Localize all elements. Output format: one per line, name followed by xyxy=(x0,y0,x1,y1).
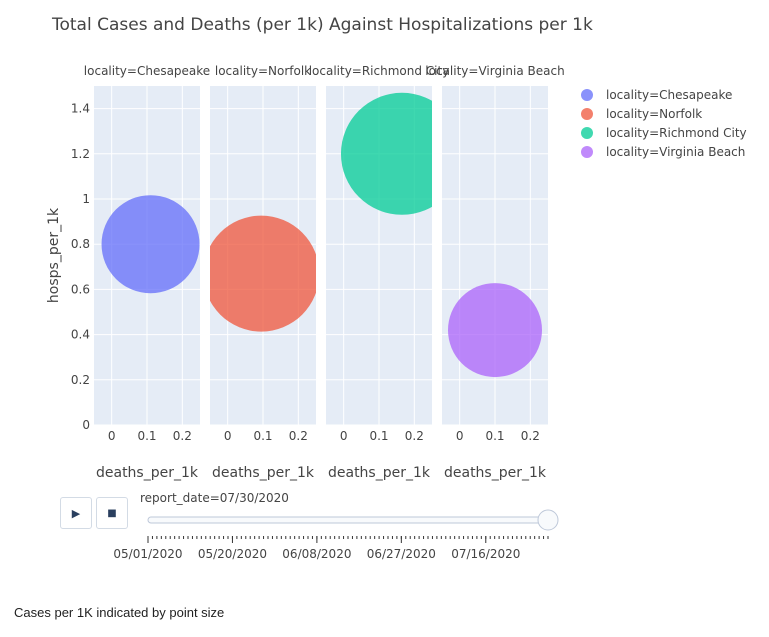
legend-item[interactable]: locality=Virginia Beach xyxy=(581,145,745,159)
legend: locality=Chesapeake locality=Norfolk local… xyxy=(581,88,747,159)
x-tick-label: 0.2 xyxy=(289,429,308,443)
y-tick-label: 0.2 xyxy=(71,373,90,387)
x-axis-title: deaths_per_1k xyxy=(444,465,547,481)
legend-label: locality=Chesapeake xyxy=(606,88,732,102)
facet-title: locality=Richmond City xyxy=(309,64,450,78)
x-tick-label: 0.1 xyxy=(369,429,388,443)
legend-marker xyxy=(581,127,593,139)
y-tick-label: 1.2 xyxy=(71,147,90,161)
y-tick-label: 0.4 xyxy=(71,328,90,342)
y-tick-label: 1.4 xyxy=(71,102,90,116)
chart-title: Total Cases and Deaths (per 1k) Against … xyxy=(51,15,593,35)
bubble-point[interactable] xyxy=(203,215,319,332)
y-tick-label: 0.6 xyxy=(71,282,90,296)
legend-item[interactable]: locality=Richmond City xyxy=(581,126,747,140)
slider-date-label: 06/27/2020 xyxy=(367,547,436,561)
x-axis-title: deaths_per_1k xyxy=(212,465,315,481)
stop-icon: ■ xyxy=(107,507,117,519)
slider-date-label: 06/08/2020 xyxy=(282,547,351,561)
slider-date-label: 07/16/2020 xyxy=(451,547,520,561)
x-tick-label: 0.2 xyxy=(173,429,192,443)
y-tick-label: 0.8 xyxy=(71,237,90,251)
bubble-point[interactable] xyxy=(101,195,200,294)
x-tick-label: 0.1 xyxy=(253,429,272,443)
legend-item[interactable]: locality=Chesapeake xyxy=(581,88,732,102)
facet-title: locality=Chesapeake xyxy=(84,64,210,78)
facet-title: locality=Virginia Beach xyxy=(425,64,564,78)
x-axis-title: deaths_per_1k xyxy=(328,465,431,481)
slider-rail[interactable] xyxy=(147,516,549,524)
size-note: Cases per 1K indicated by point size xyxy=(14,605,225,620)
legend-label: locality=Richmond City xyxy=(606,126,747,140)
facet-panel: 0 0.1 0.2 locality=Virginia Beach deaths_per… xyxy=(425,64,564,481)
x-tick-label: 0.2 xyxy=(521,429,540,443)
x-tick-label: 0 xyxy=(108,429,116,443)
legend-marker xyxy=(581,146,593,158)
legend-item[interactable]: locality=Norfolk xyxy=(581,107,702,121)
facet-panel: 0 0.1 0.2 locality=Richmond City deaths_per_… xyxy=(309,64,463,481)
slider-handle[interactable] xyxy=(537,509,559,531)
x-tick-label: 0.1 xyxy=(137,429,156,443)
x-tick-label: 0 xyxy=(340,429,348,443)
legend-marker xyxy=(581,89,593,101)
facet-panel: 0 0.1 0.2 locality=Norfolk deaths_per_1k xyxy=(203,64,319,481)
y-axis-title: hosps_per_1k xyxy=(46,207,62,303)
y-tick-label: 1 xyxy=(82,192,90,206)
bubble-point[interactable] xyxy=(448,283,542,378)
slider-date-label: 05/01/2020 xyxy=(113,547,182,561)
date-slider[interactable]: report_date=07/30/2020 05/01/2020 05/20/20… xyxy=(113,491,559,561)
legend-label: locality=Virginia Beach xyxy=(606,145,745,159)
play-button[interactable]: ▶ xyxy=(60,497,92,529)
slider-current-value: report_date=07/30/2020 xyxy=(140,491,289,505)
legend-label: locality=Norfolk xyxy=(606,107,702,121)
facet-title: locality=Norfolk xyxy=(215,64,311,78)
x-tick-label: 0.1 xyxy=(485,429,504,443)
x-tick-label: 0.2 xyxy=(405,429,424,443)
slider-date-label: 05/20/2020 xyxy=(198,547,267,561)
x-tick-label: 0 xyxy=(456,429,464,443)
legend-marker xyxy=(581,108,593,120)
stop-button[interactable]: ■ xyxy=(96,497,128,529)
facet-panel: 0 0.1 0.2 locality=Chesapeake deaths_per_1k xyxy=(84,64,210,481)
play-icon: ▶ xyxy=(71,506,81,520)
bubble-point[interactable] xyxy=(340,92,463,215)
facets: hosps_per_1k 0 0.2 0.4 0.6 0.8 1 1.2 1.4 0 0.1 0.2 l… xyxy=(46,64,565,481)
x-tick-label: 0 xyxy=(224,429,232,443)
x-axis-title: deaths_per_1k xyxy=(96,465,199,481)
y-tick-label: 0 xyxy=(82,418,90,432)
